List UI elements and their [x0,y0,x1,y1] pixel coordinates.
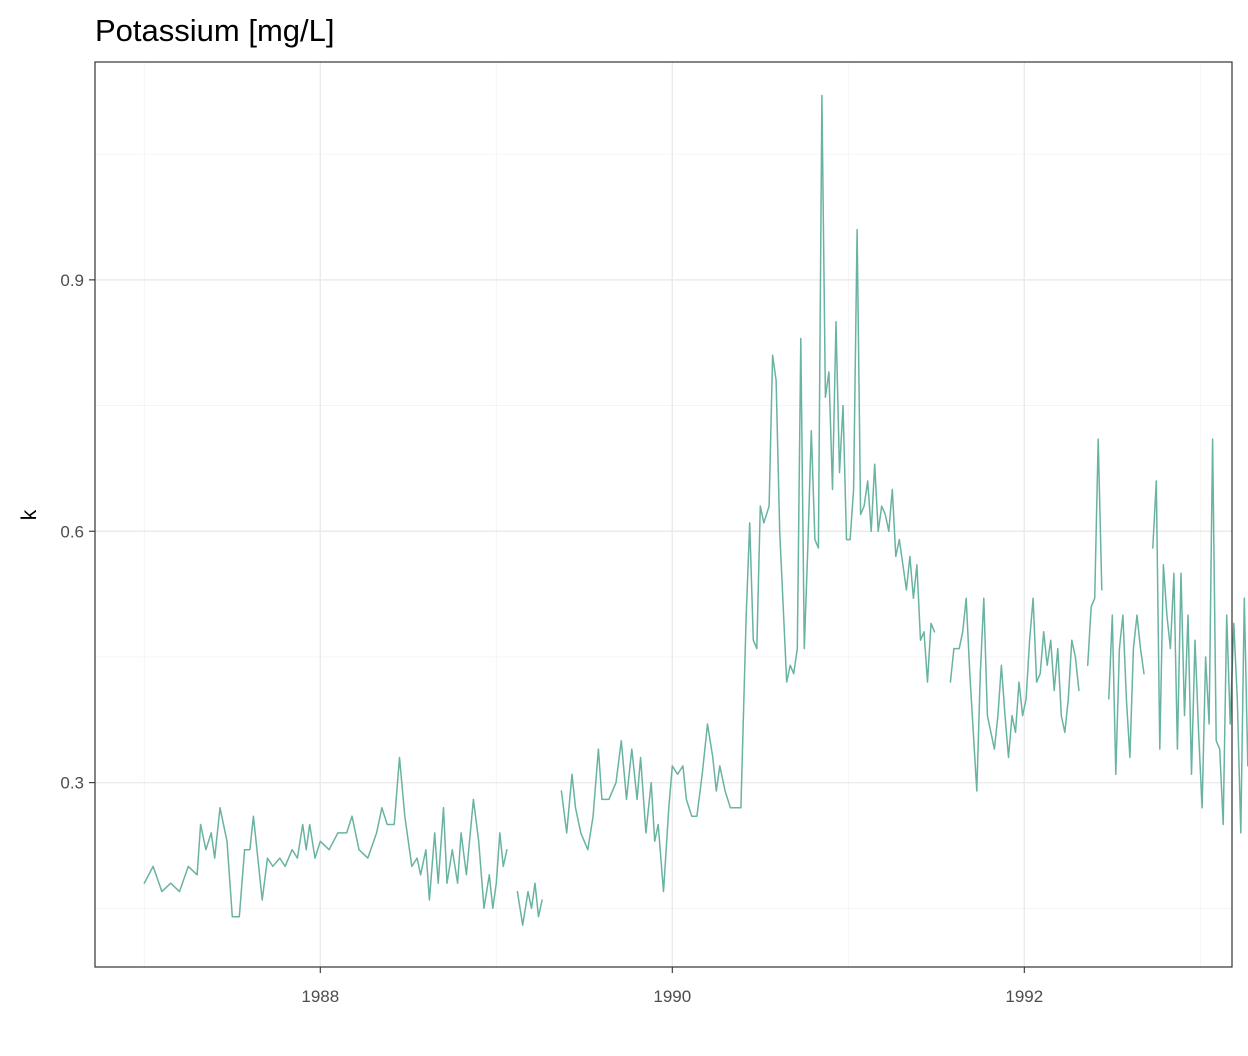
panel-border [94,61,1233,968]
axes: 1988 1990 1992 0.3 0.6 0.9 [60,271,1043,1006]
x-tick-label: 1990 [653,987,691,1006]
series-line-segment [949,597,1080,792]
series-line-segment [143,756,508,918]
series-line-segment [1086,438,1103,667]
y-tick-label: 0.6 [60,522,84,541]
y-tick-label: 0.9 [60,271,84,290]
chart-title: Potassium [mg/L] [95,13,334,48]
series-line-segment [516,882,543,926]
grid [95,62,1232,967]
series-line-segment [560,94,936,893]
series-line-group [143,94,1248,926]
x-tick-label: 1988 [301,987,339,1006]
y-tick-label: 0.3 [60,774,84,793]
series-line-segment [1152,438,1248,834]
y-axis-title: k [18,509,41,520]
x-tick-label: 1992 [1005,987,1043,1006]
series-line-segment [1108,614,1145,776]
